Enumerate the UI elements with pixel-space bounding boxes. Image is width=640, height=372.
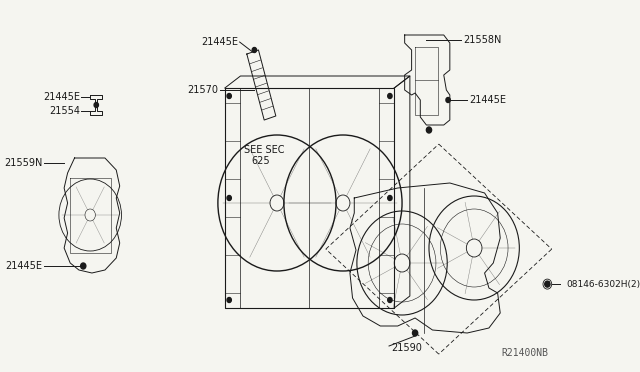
Text: 08146-6302H(2): 08146-6302H(2) <box>566 280 640 289</box>
Text: 21445E: 21445E <box>43 92 80 102</box>
Text: 21558N: 21558N <box>463 35 501 45</box>
Circle shape <box>227 93 231 99</box>
Circle shape <box>388 196 392 201</box>
Circle shape <box>446 97 451 103</box>
Text: 21445E: 21445E <box>201 37 238 47</box>
Circle shape <box>81 263 86 269</box>
Text: 21554: 21554 <box>49 106 80 116</box>
Text: B: B <box>545 281 550 287</box>
Text: 21559N: 21559N <box>4 158 42 168</box>
Circle shape <box>545 281 550 287</box>
Circle shape <box>94 103 99 108</box>
Circle shape <box>388 93 392 99</box>
Text: 21590: 21590 <box>391 343 422 353</box>
Circle shape <box>388 298 392 302</box>
Text: SEE SEC: SEE SEC <box>244 145 284 155</box>
Text: R21400NB: R21400NB <box>501 348 548 358</box>
Circle shape <box>426 127 431 133</box>
Circle shape <box>227 196 231 201</box>
Text: 21570: 21570 <box>187 85 218 95</box>
Text: 21445E: 21445E <box>5 261 42 271</box>
Circle shape <box>227 298 231 302</box>
Circle shape <box>413 330 418 336</box>
Circle shape <box>252 48 257 52</box>
Text: 21445E: 21445E <box>469 95 506 105</box>
Text: 625: 625 <box>251 156 269 166</box>
